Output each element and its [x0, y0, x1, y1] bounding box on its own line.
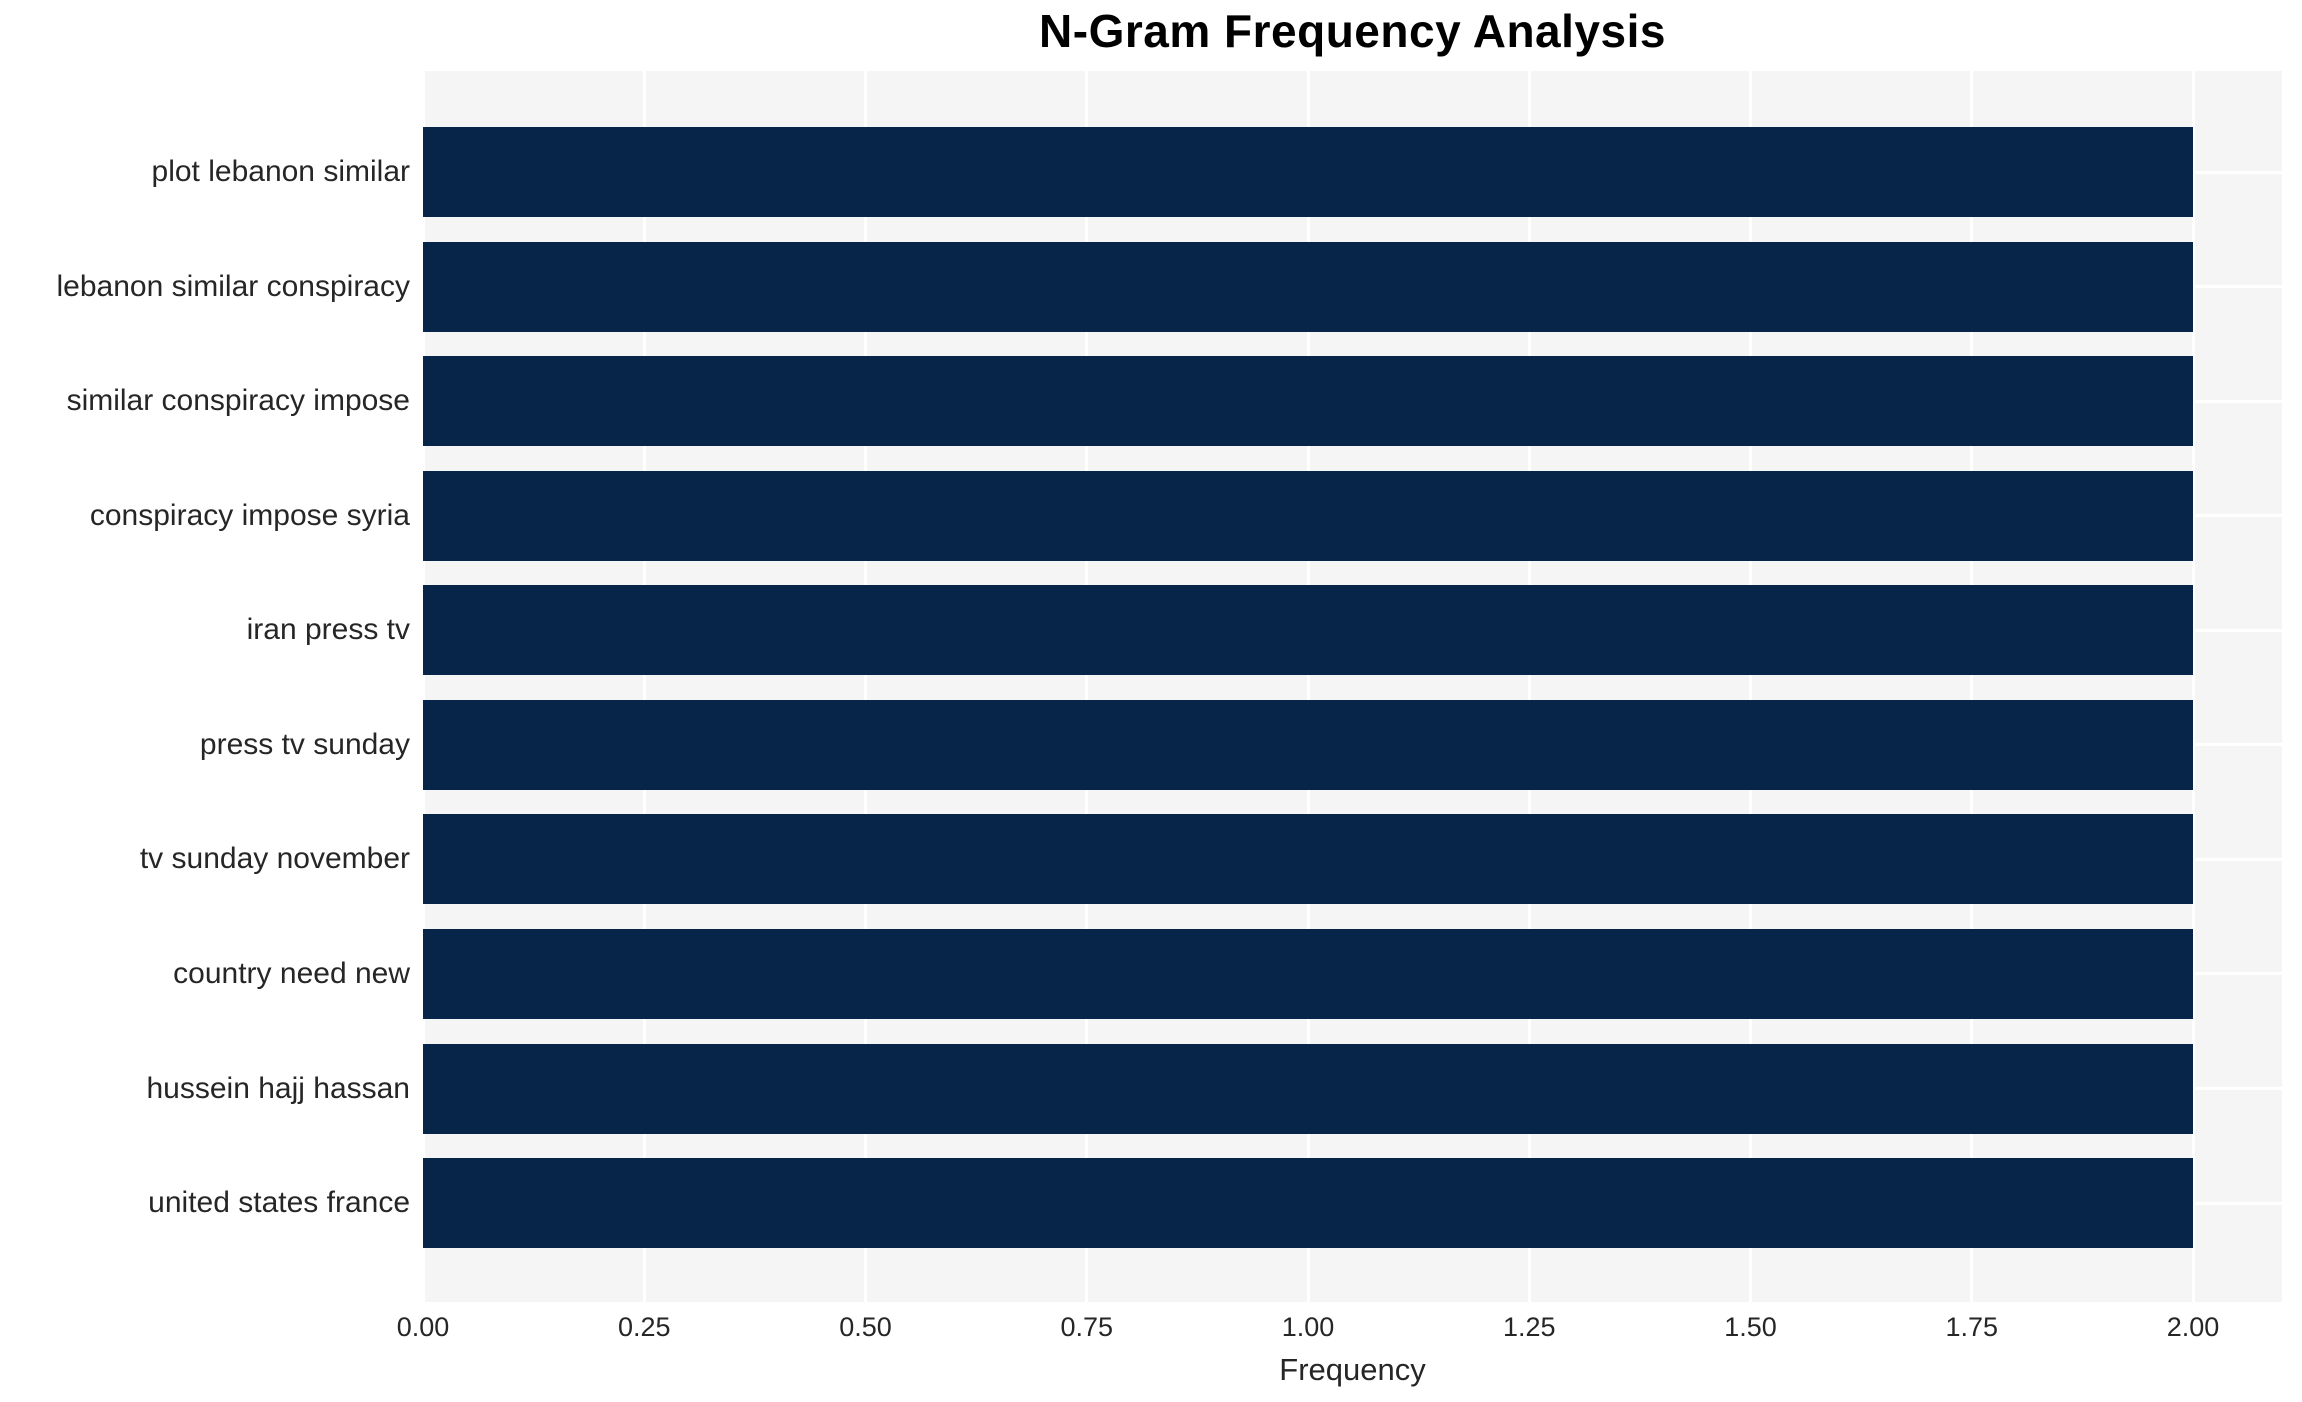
x-tick-label: 0.00 — [396, 1312, 450, 1342]
y-axis-category-label: press tv sunday — [199, 727, 410, 761]
x-axis-title: Frequency — [1279, 1352, 1426, 1387]
x-tick-label: 1.25 — [1502, 1312, 1556, 1342]
frequency-bar — [423, 585, 2193, 676]
x-tick-label: 0.25 — [617, 1312, 671, 1342]
y-axis-category-label: hussein hajj hassan — [146, 1071, 410, 1105]
vertical-gridline — [421, 71, 425, 1302]
vertical-gridline — [2191, 71, 2195, 1302]
vertical-gridline — [1306, 71, 1310, 1302]
x-tick-label: 1.75 — [1945, 1312, 1999, 1342]
plot-area — [421, 71, 2282, 1302]
y-axis-category-label: lebanon similar conspiracy — [56, 269, 411, 303]
y-axis-category-label: plot lebanon similar — [151, 155, 410, 188]
frequency-bar — [423, 470, 2193, 561]
frequency-bar — [423, 127, 2193, 217]
x-tick-label: 0.75 — [1060, 1312, 1114, 1342]
y-axis-category-label: united states france — [148, 1186, 410, 1220]
y-axis-category-label: iran press tv — [246, 613, 410, 647]
vertical-gridline — [1749, 71, 1752, 1302]
frequency-bar — [423, 814, 2193, 905]
x-tick-label: 0.50 — [839, 1312, 892, 1342]
frequency-bar — [423, 1043, 2193, 1134]
y-axis-category-label: conspiracy impose syria — [89, 498, 410, 532]
frequency-bar — [423, 1158, 2193, 1249]
x-tick-label: 2.00 — [2166, 1312, 2220, 1342]
y-axis-category-label: similar conspiracy impose — [66, 384, 410, 418]
frequency-bar — [423, 241, 2193, 332]
vertical-gridline — [642, 71, 646, 1302]
frequency-bar — [423, 356, 2193, 447]
frequency-bar — [423, 699, 2193, 790]
chart-title: N-Gram Frequency Analysis — [1039, 5, 1666, 57]
vertical-gridline — [1970, 71, 1974, 1302]
y-axis-category-label: tv sunday november — [139, 842, 410, 876]
vertical-gridline — [1527, 71, 1531, 1302]
frequency-bar — [423, 928, 2193, 1019]
x-tick-label: 1.00 — [1281, 1312, 1335, 1342]
vertical-gridline — [864, 71, 867, 1302]
vertical-gridline — [1085, 71, 1089, 1302]
y-axis-category-label: country need new — [173, 956, 410, 990]
x-tick-label: 1.50 — [1724, 1312, 1777, 1342]
